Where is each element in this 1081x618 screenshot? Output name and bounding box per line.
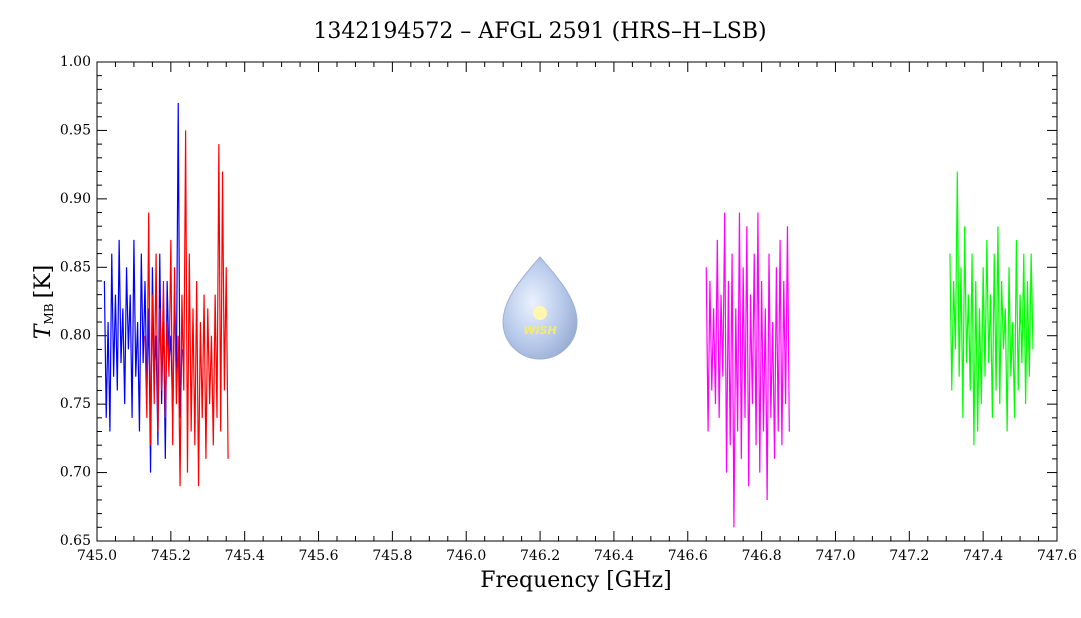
y-tick-label: 0.95: [60, 122, 91, 138]
y-tick-label: 0.65: [60, 533, 91, 549]
chart-title: 1342194572 – AFGL 2591 (HRS–H–LSB): [313, 19, 766, 44]
y-label-symbol: T: [31, 322, 56, 339]
plot-frame: [96, 61, 1058, 542]
x-tick-label: 746.0: [446, 548, 486, 564]
y-label-unit: [K]: [31, 265, 56, 299]
y-tick-label: 1.00: [60, 54, 91, 70]
x-tick-label: 746.4: [594, 548, 634, 564]
x-tick-label: 747.2: [889, 548, 929, 564]
y-axis-label: TMB [K]: [31, 265, 56, 339]
x-tick-label: 745.8: [372, 548, 412, 564]
y-tick-label: 0.85: [60, 259, 91, 275]
x-tick-label: 745.0: [77, 548, 117, 564]
spectrum-line: [949, 171, 1034, 446]
watermark-text: WISH: [523, 324, 556, 337]
y-tick-label: 0.80: [60, 328, 91, 344]
x-tick-label: 745.6: [298, 548, 338, 564]
y-tick-label: 0.70: [60, 465, 91, 481]
x-tick-label: 747.0: [815, 548, 855, 564]
x-tick-label: 745.2: [151, 548, 191, 564]
spectrum-line: [705, 212, 790, 528]
x-tick-label: 746.8: [742, 548, 782, 564]
y-tick-label: 0.90: [60, 191, 91, 207]
spectrum-line: [144, 130, 229, 487]
x-axis-label: Frequency [GHz]: [480, 568, 672, 593]
x-tick-label: 746.2: [520, 548, 560, 564]
logo-star: [533, 306, 547, 320]
x-tick-label: 746.6: [668, 548, 708, 564]
y-label-subscript: MB: [42, 303, 56, 324]
x-tick-label: 745.4: [225, 548, 265, 564]
x-tick-label: 747.6: [1037, 548, 1077, 564]
y-tick-label: 0.75: [60, 396, 91, 412]
watermark-logo: WISH: [502, 256, 578, 360]
x-tick-label: 747.4: [963, 548, 1003, 564]
